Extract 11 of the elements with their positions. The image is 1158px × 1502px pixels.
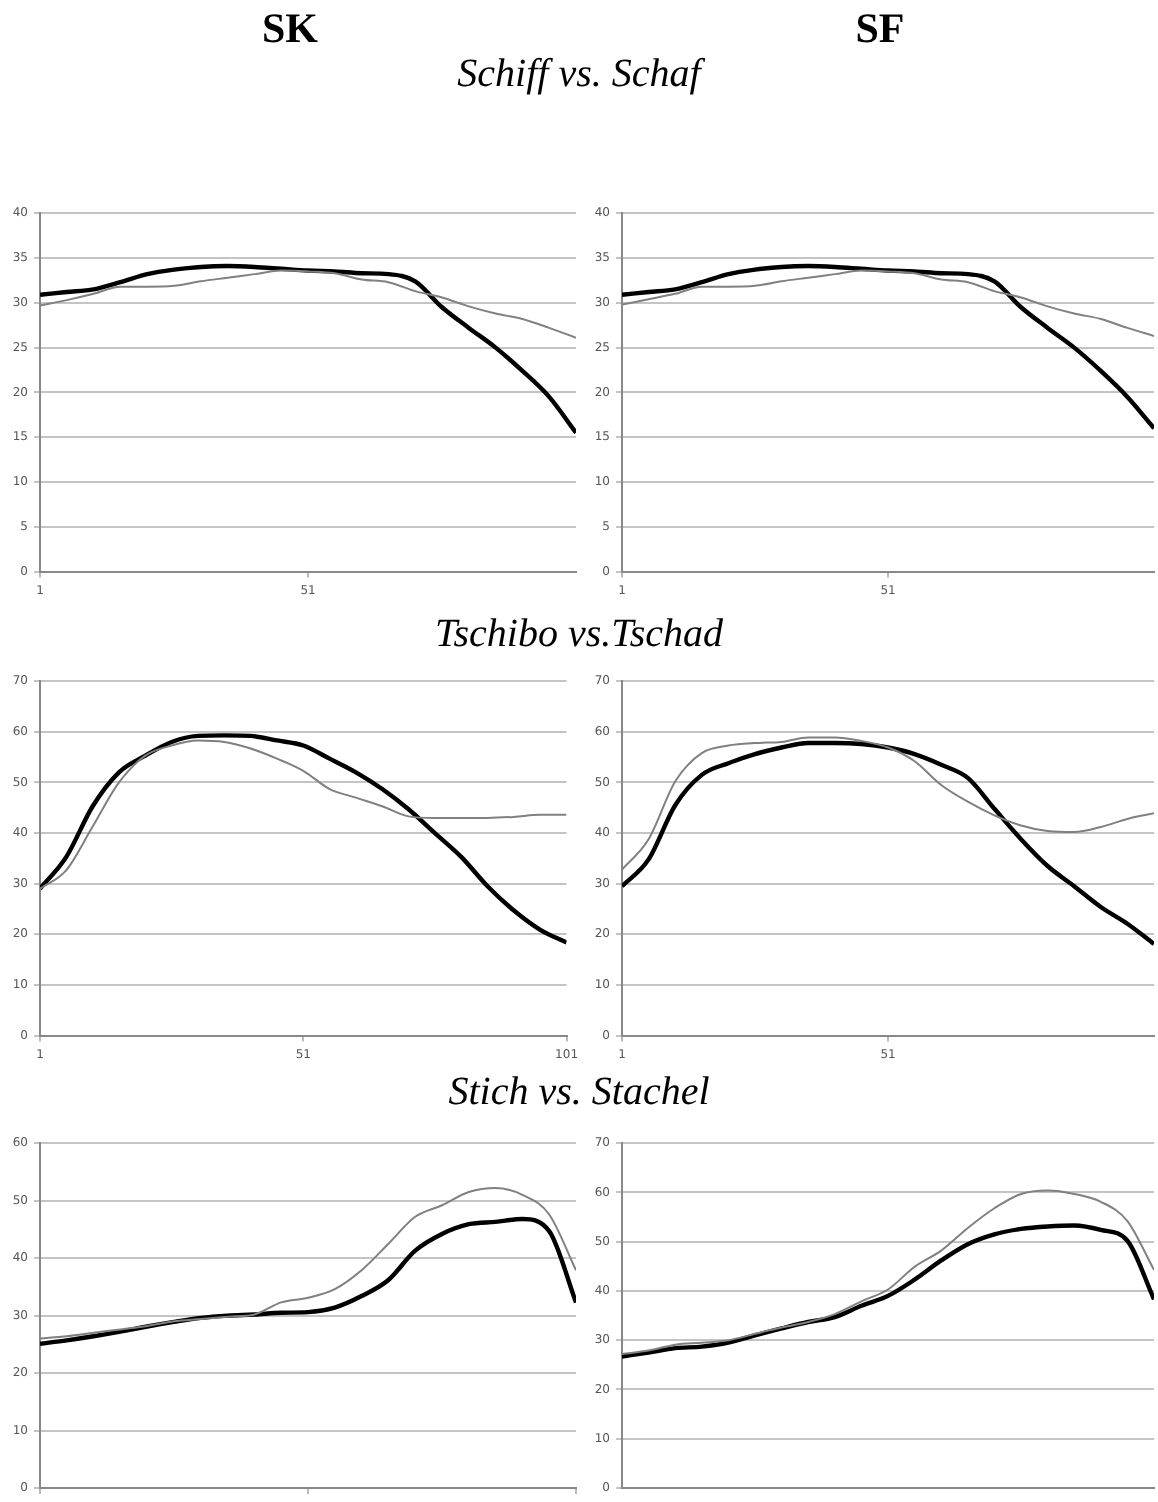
chart-subtitle: Schiff vs. Schaf: [455, 52, 707, 98]
chart-title: SF: [853, 4, 907, 54]
line-series: [40, 263, 576, 435]
line-series: [40, 1216, 576, 1346]
line-series: [40, 733, 567, 945]
line-series: [622, 263, 1154, 431]
line-series: [622, 1223, 1154, 1359]
chart-title: SK: [259, 4, 320, 54]
chart-title: Tschibo vs.Tschad: [432, 612, 726, 658]
line-series: [622, 740, 1154, 947]
chart-title: Stich vs. Stachel: [446, 1070, 712, 1116]
